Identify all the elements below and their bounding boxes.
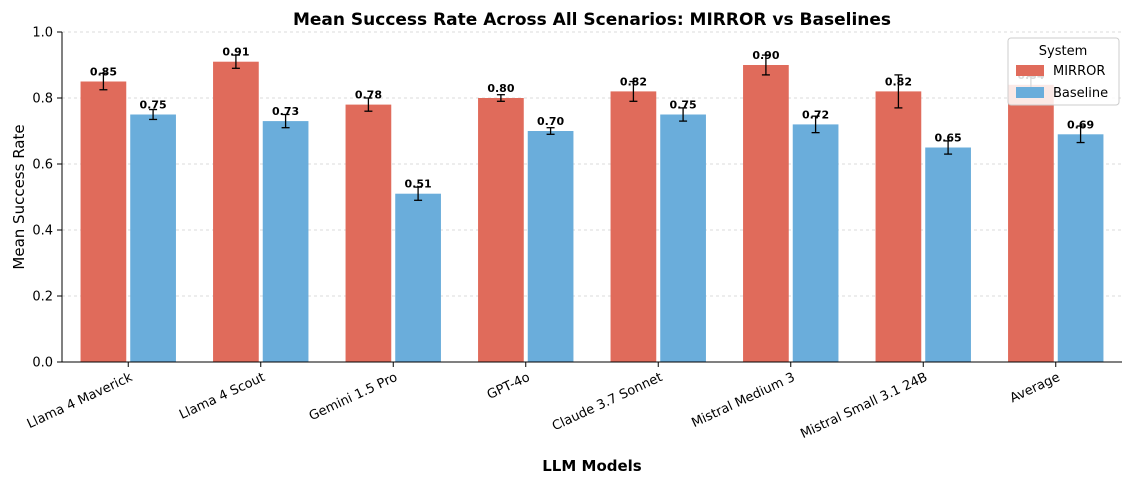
bar-baseline: [262, 121, 309, 362]
value-label: 0.78: [355, 89, 382, 102]
y-axis-label: Mean Success Rate: [10, 124, 28, 269]
bar-mirror: [1008, 84, 1054, 363]
bar-mirror: [213, 61, 259, 362]
error-bars: [99, 54, 1085, 201]
value-label: 0.70: [537, 115, 564, 128]
x-tick-label: Gemini 1.5 Pro: [307, 370, 400, 424]
value-label: 0.72: [802, 108, 829, 121]
value-label: 0.82: [885, 75, 912, 88]
x-tick-label: Claude 3.7 Sonnet: [550, 370, 665, 434]
y-tick-label: 1.0: [32, 26, 53, 41]
x-tick-label: Mistral Medium 3: [689, 370, 797, 431]
bars: [80, 61, 1104, 363]
bar-mirror: [80, 81, 127, 362]
x-axis-label: LLM Models: [542, 457, 642, 475]
legend-title: System: [1039, 44, 1087, 59]
value-label: 0.73: [272, 105, 299, 118]
value-label: 0.75: [670, 99, 697, 112]
value-label: 0.90: [752, 49, 779, 62]
axes: [61, 32, 1122, 363]
legend-swatch-mirror: [1016, 65, 1044, 76]
bar-mirror: [743, 65, 789, 362]
value-labels: 0.85 0.75 0.91 0.73 0.78 0.51 0.80 0.70 0.82 0.75…: [90, 46, 1094, 191]
legend-label-mirror: MIRROR: [1053, 64, 1105, 79]
x-tick-label: Llama 4 Scout: [177, 370, 267, 423]
y-tick-label: 0.2: [32, 290, 53, 305]
value-label: 0.85: [90, 66, 117, 79]
x-tick-label: Average: [1008, 370, 1063, 406]
value-label: 0.82: [620, 75, 647, 88]
bar-baseline: [925, 147, 971, 362]
bar-baseline: [527, 131, 574, 362]
legend-swatch-baseline: [1016, 87, 1044, 98]
value-label: 0.51: [405, 178, 432, 191]
y-tick-label: 0.4: [32, 224, 53, 239]
x-tick-label: GPT-4o: [485, 370, 533, 403]
legend-label-baseline: Baseline: [1053, 86, 1108, 101]
x-tick-label: Mistral Small 3.1 24B: [798, 370, 930, 442]
bar-baseline: [792, 124, 839, 363]
value-label: 0.69: [1067, 118, 1094, 131]
bar-mirror: [478, 98, 524, 362]
y-tick-label: 0.8: [32, 92, 53, 107]
chart-title: Mean Success Rate Across All Scenarios: …: [293, 10, 891, 30]
value-label: 0.80: [487, 82, 514, 95]
value-label: 0.65: [935, 132, 962, 145]
bar-baseline: [130, 114, 176, 362]
value-label: 0.75: [140, 99, 167, 112]
legend: System MIRROR Baseline: [1007, 37, 1120, 106]
bar-mirror: [610, 91, 657, 363]
x-tick-label: Llama 4 Maverick: [25, 370, 136, 432]
bar-mirror: [345, 104, 392, 362]
bar-mirror: [875, 91, 922, 363]
bar-baseline: [660, 114, 706, 362]
y-tick-label: 0.0: [32, 356, 53, 371]
bar-baseline: [1057, 134, 1104, 362]
bar-baseline: [395, 193, 441, 362]
y-tick-label: 0.6: [32, 158, 53, 173]
value-label: 0.91: [222, 46, 249, 59]
